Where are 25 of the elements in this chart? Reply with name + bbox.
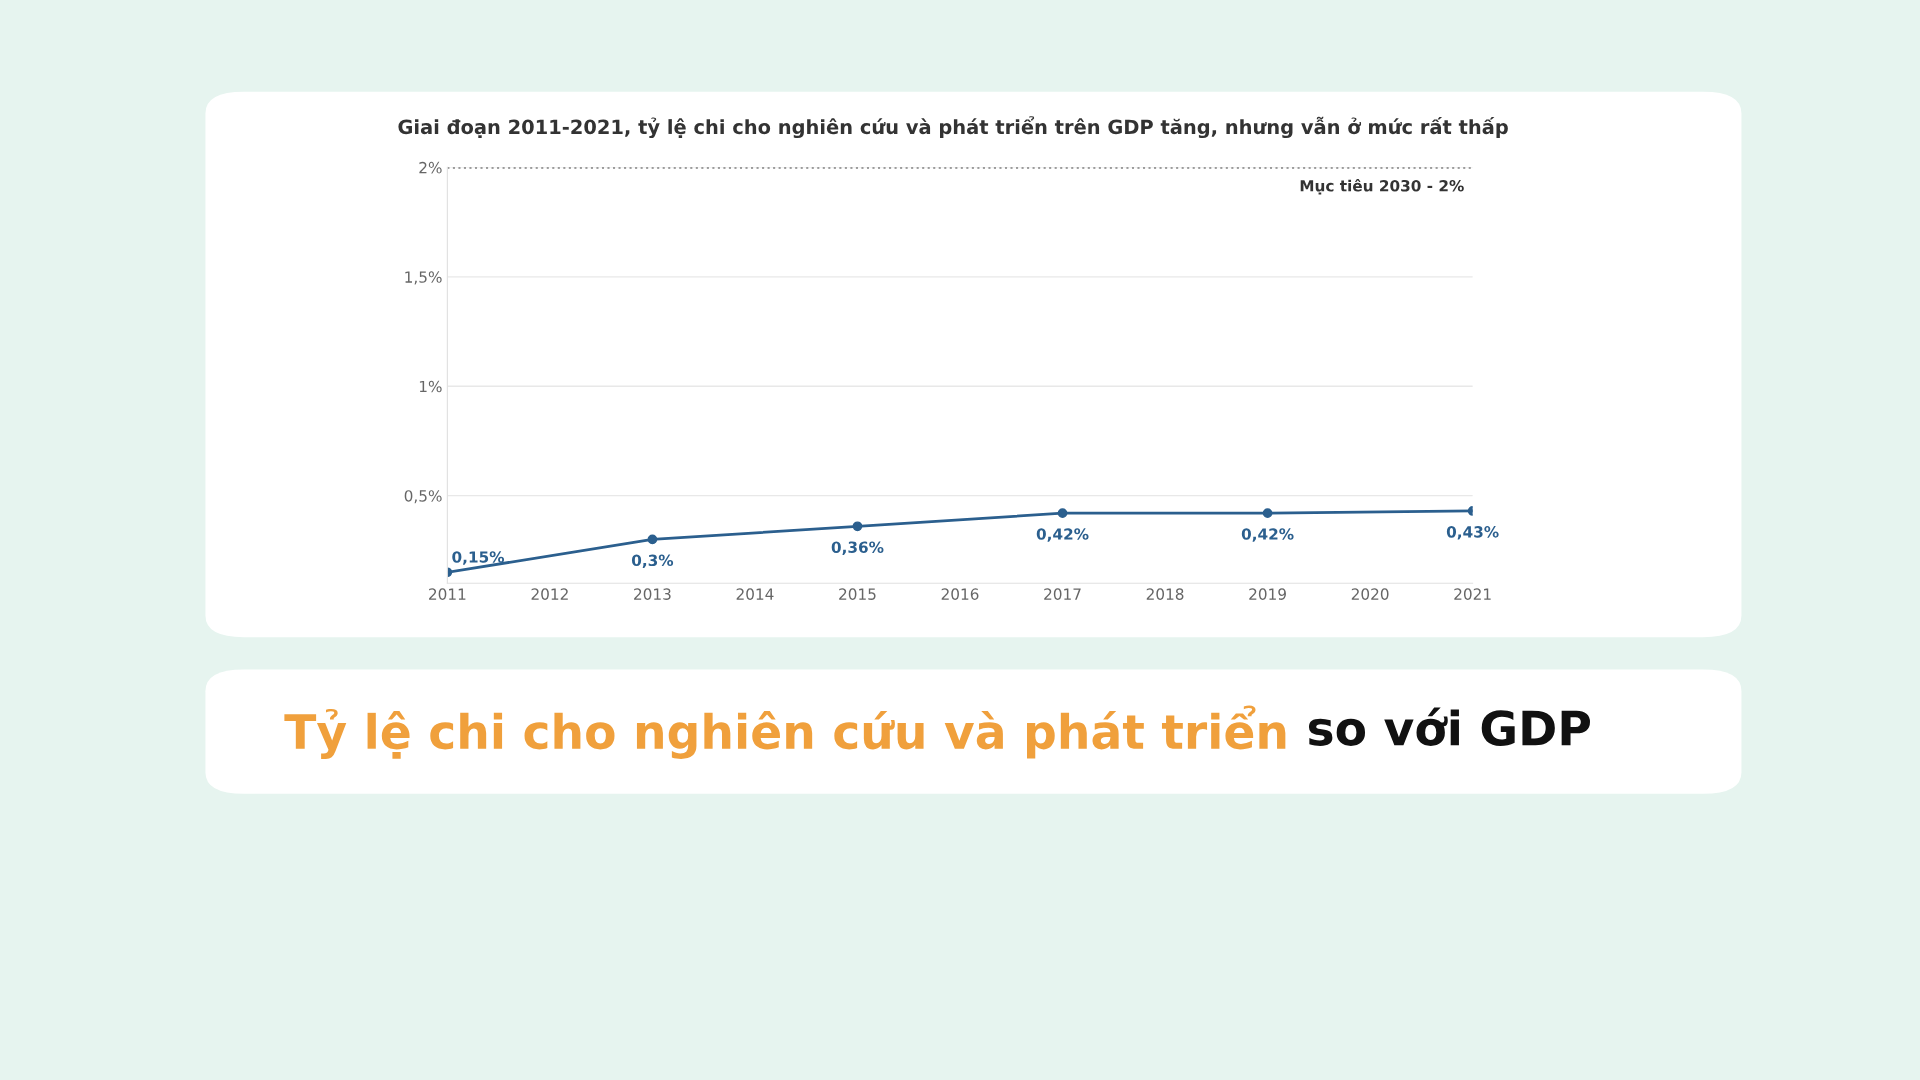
data-label: 0,42% xyxy=(1036,528,1089,542)
x-tick-label: 2016 xyxy=(941,588,979,600)
text: Tỷ lệ chi cho nghiên cứu và phát triển xyxy=(284,705,1286,759)
data-label: 0,3% xyxy=(631,554,674,569)
x-tick-label: 2018 xyxy=(1146,588,1184,600)
data-label: 0,36% xyxy=(831,541,884,555)
ref-line-label: Mục tiêu 2030 - 2% xyxy=(1300,179,1464,195)
x-tick-label: 2021 xyxy=(1454,588,1491,600)
x-tick-label: 2019 xyxy=(1249,588,1286,600)
y-tick-label: 1% xyxy=(419,380,442,393)
data-label: 0,43% xyxy=(1446,526,1499,540)
x-tick-label: 2013 xyxy=(634,588,671,600)
data-label: 0,15% xyxy=(452,551,505,565)
x-tick-label: 2017 xyxy=(1044,588,1081,600)
data-label: 0,42% xyxy=(1241,528,1294,542)
x-tick-label: 2014 xyxy=(736,588,774,600)
x-tick-label: 2012 xyxy=(531,588,568,600)
x-tick-label: 2020 xyxy=(1351,588,1389,600)
x-tick-label: 2011 xyxy=(429,588,466,600)
y-tick-label: 2% xyxy=(419,161,442,174)
y-tick-label: 0,5% xyxy=(404,490,442,504)
y-tick-label: 1,5% xyxy=(405,271,442,285)
text: so với GDP xyxy=(1308,707,1590,746)
x-tick-label: 2015 xyxy=(839,588,876,600)
chart-title: Giai đoạn 2011-2021, tỷ lệ chi cho nghiên cứu và phát triển trên GDP tăng, nhưng vẫn ở mức rất thấp xyxy=(398,116,1508,139)
